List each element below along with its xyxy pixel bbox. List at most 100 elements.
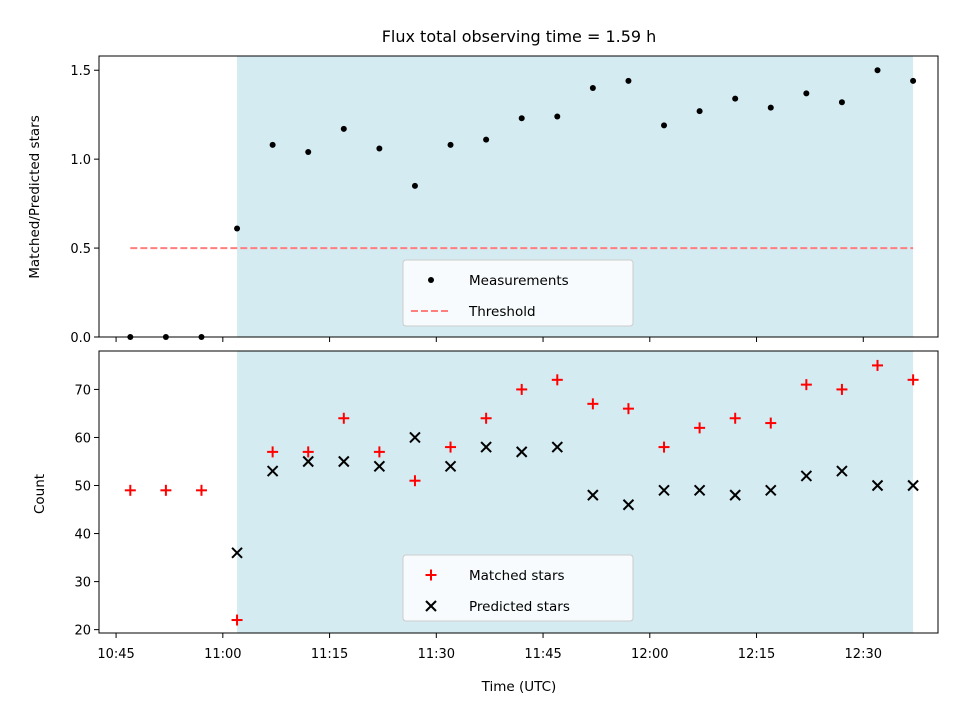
predicted-star-point [551, 441, 563, 453]
matched-star-point [551, 374, 563, 386]
top-y-axis-label: Matched/Predicted stars [27, 115, 43, 278]
matched-star-point [836, 383, 848, 395]
predicted-star-point [231, 547, 243, 559]
bottom-plot-frame [98, 350, 939, 634]
predicted-star-point [373, 460, 386, 473]
predicted-star-point [800, 470, 813, 482]
predicted-star-point [658, 484, 670, 497]
matched-star-point [267, 446, 279, 458]
predicted-star-point [765, 484, 777, 497]
matched-star-point [658, 441, 670, 453]
legend-label: Measurements [469, 273, 569, 289]
bottom-panel: Count Time (UTC) 20 30 40 50 60 70 10:45 11:00 1… [32, 350, 939, 695]
x-tick-label: 12:15 [738, 647, 775, 662]
matched-star-point [409, 475, 421, 487]
matched-star-point [373, 446, 385, 458]
y-tick-label: 20 [74, 624, 91, 639]
y-tick-label: 0.5 [70, 242, 91, 257]
matched-star-point [231, 614, 243, 626]
matched-star-point [124, 484, 136, 496]
measurement-point [696, 108, 703, 115]
matched-star-point [622, 403, 634, 415]
measurement-point [411, 182, 418, 189]
matched-star-point [907, 374, 919, 386]
measurement-point [661, 122, 668, 129]
predicted-star-point [871, 479, 884, 492]
legend-marker-predicted [425, 600, 437, 612]
predicted-star-point [266, 465, 279, 477]
legend-marker-measurements [428, 277, 434, 283]
legend-label: Predicted stars [469, 599, 570, 615]
predicted-star-point [729, 489, 741, 501]
y-tick-label: 1.0 [70, 153, 91, 168]
predicted-star-point [409, 431, 421, 444]
legend-label: Matched stars [469, 568, 565, 584]
matched-star-point [872, 359, 884, 371]
measurement-point [447, 141, 454, 148]
predicted-star-point [836, 465, 848, 477]
predicted-star-point [338, 455, 350, 468]
matched-star-point [480, 412, 492, 424]
measurement-point [910, 77, 917, 84]
matched-star-point [160, 484, 172, 496]
measurement-point [518, 115, 525, 122]
measurement-point [269, 141, 276, 148]
x-tick-label: 12:00 [631, 647, 668, 662]
matched-star-point [587, 398, 599, 410]
measurement-point [305, 149, 312, 156]
measurement-point [376, 145, 383, 152]
predicted-star-point [480, 441, 492, 453]
x-tick-label: 11:15 [311, 647, 348, 662]
matched-star-point [302, 446, 314, 458]
predicted-star-point [444, 460, 457, 473]
measurement-point [340, 125, 347, 132]
legend-marker-matched [425, 569, 437, 581]
x-tick-label: 10:45 [97, 647, 134, 662]
y-tick-label: 0.0 [70, 331, 91, 346]
top-legend: Measurements Threshold [402, 259, 634, 327]
y-tick-label: 30 [74, 576, 91, 591]
legend-box [402, 554, 634, 622]
matched-star-point [338, 412, 350, 424]
legend-box [402, 259, 634, 327]
predicted-star-point [515, 446, 528, 458]
measurement-point [483, 136, 490, 143]
bottom-y-axis-label: Count [32, 474, 48, 514]
predicted-star-point [693, 484, 706, 497]
x-axis-label: Time (UTC) [481, 679, 557, 695]
measurement-point [589, 85, 596, 92]
y-tick-label: 70 [74, 383, 91, 398]
measurement-point [625, 77, 632, 84]
predicted-star-point [907, 479, 919, 492]
matched-star-point [694, 422, 706, 434]
matched-star-point [765, 417, 777, 429]
measurement-point [838, 99, 845, 106]
bottom-legend: Matched stars Predicted stars [402, 554, 634, 622]
measurement-point [874, 67, 881, 74]
x-tick-label: 11:30 [418, 647, 455, 662]
predicted-star-point [587, 489, 599, 501]
predicted-star-point [302, 455, 314, 468]
chart-title: Flux total observing time = 1.59 h [382, 27, 657, 46]
y-tick-label: 40 [74, 528, 91, 543]
measurement-point [803, 90, 810, 97]
measurement-point [234, 225, 241, 232]
matched-star-point [516, 383, 528, 395]
measurement-point [554, 113, 561, 120]
y-tick-label: 60 [74, 431, 91, 446]
top-plot-frame [98, 55, 939, 338]
y-tick-label: 50 [74, 480, 91, 495]
matched-star-point [800, 379, 812, 391]
legend-label: Threshold [468, 304, 536, 320]
x-tick-label: 12:30 [845, 647, 882, 662]
x-tick-label: 11:45 [524, 647, 561, 662]
y-tick-label: 1.5 [70, 64, 91, 79]
x-tick-label: 11:00 [204, 647, 241, 662]
predicted-star-point [622, 499, 635, 511]
measurement-point [767, 104, 774, 111]
matched-star-point [729, 412, 741, 424]
measurement-point [732, 95, 739, 102]
matched-star-point [195, 484, 207, 496]
top-panel: Flux total observing time = 1.59 h Match… [27, 27, 939, 346]
